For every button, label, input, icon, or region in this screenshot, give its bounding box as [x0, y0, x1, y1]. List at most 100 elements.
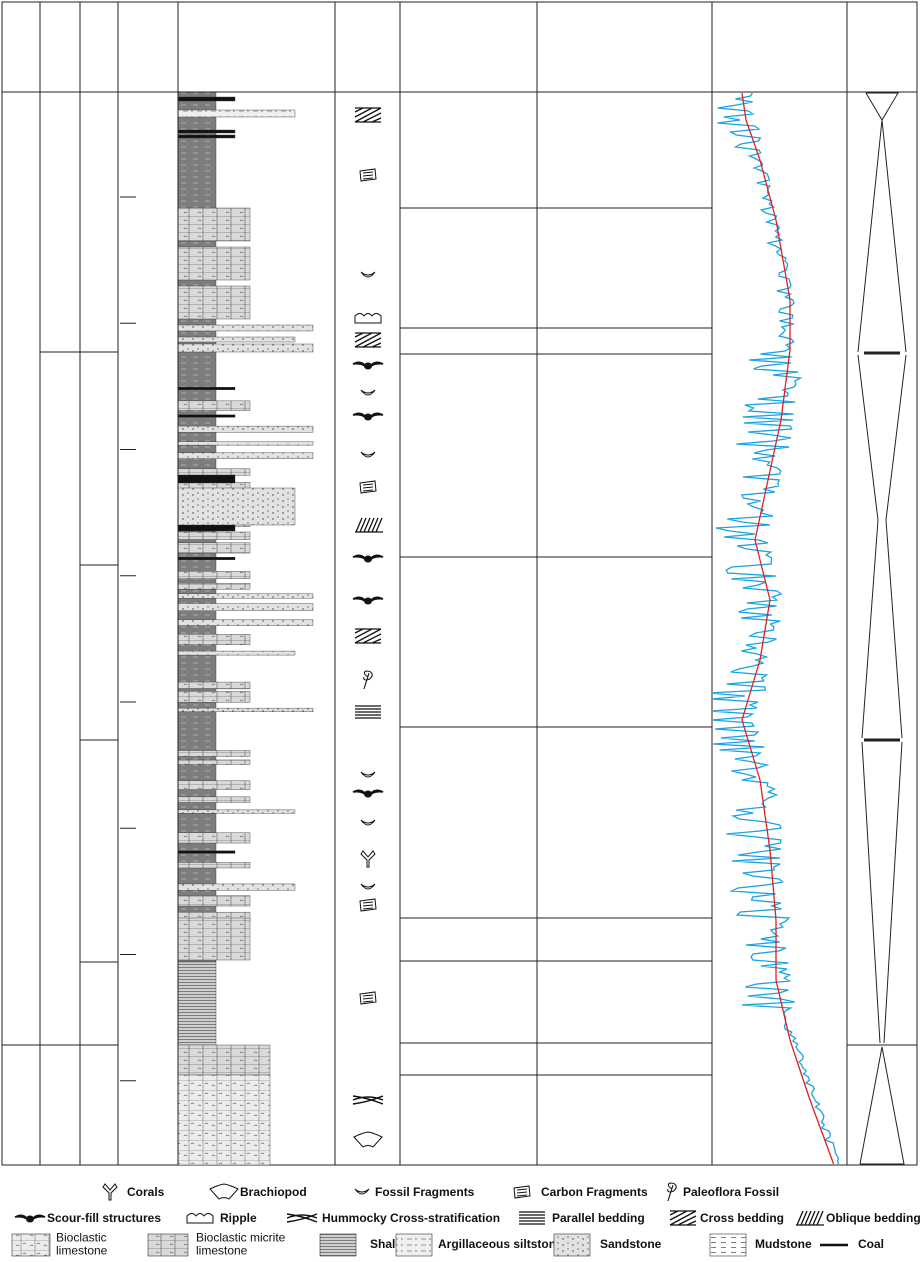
fossil-fragment-icon	[354, 1188, 370, 1195]
legend: Corals Brachiopod Fossil Fragments Carbon F…	[11, 1182, 920, 1258]
oblique-bedding-icon	[355, 517, 383, 533]
limestone-bed	[177, 400, 251, 411]
brachiopod-icon	[353, 1131, 383, 1148]
facies-markers	[352, 107, 384, 1148]
carbon-fragment-icon	[359, 168, 377, 182]
legend-swatch	[319, 1233, 357, 1257]
sedimentary-cycle	[847, 92, 917, 1165]
limestone-bed	[177, 681, 251, 690]
cycle-triangle	[857, 119, 907, 353]
legend-label: Bioclastic micrite	[196, 1231, 286, 1245]
ripple-icon	[354, 313, 382, 324]
sea-level-curve	[713, 93, 840, 1165]
fossil-fragment-icon	[360, 819, 376, 826]
table-lines	[2, 2, 917, 1166]
coal-bed	[177, 474, 236, 484]
carbon-fragment-icon	[359, 991, 377, 1005]
cycle-triangle	[885, 354, 907, 739]
legend-label: Carbon Fragments	[541, 1185, 648, 1199]
limestone-bed	[177, 759, 251, 765]
limestone-bed	[177, 571, 251, 580]
legend-label: Oblique bedding	[826, 1211, 920, 1225]
sandstone-bed	[177, 707, 314, 712]
scour-fill-icon	[364, 413, 372, 421]
limestone-bed	[177, 1044, 271, 1076]
legend-label: Brachiopod	[240, 1185, 307, 1199]
lithology-column	[177, 91, 314, 1166]
limestone-bed	[177, 531, 251, 540]
limestone-bed	[177, 482, 251, 489]
parallel-bedding-icon	[519, 1211, 545, 1225]
coal-bed	[177, 129, 236, 134]
legend-label: limestone	[196, 1244, 248, 1258]
fossil-fragment-icon	[360, 883, 376, 890]
ripple-icon	[186, 1213, 214, 1224]
cross-bedding-icon	[669, 1210, 697, 1226]
legend-label: Paleoflora Fossil	[683, 1185, 779, 1199]
cross-bedding-icon	[354, 107, 382, 123]
sandstone-bed	[177, 487, 296, 526]
coral-icon	[360, 850, 376, 868]
cycle-triangle	[861, 741, 881, 1044]
coal-bed	[177, 96, 236, 102]
cross-bedding-icon	[354, 628, 382, 644]
cycle-triangle	[883, 741, 903, 1044]
blue-curve	[713, 93, 840, 1165]
limestone-bed	[177, 468, 251, 476]
brachiopod-icon	[209, 1183, 239, 1200]
sandstone-bed	[177, 343, 314, 353]
sandstone-bed	[177, 324, 314, 332]
scour-fill-icon	[26, 1215, 34, 1223]
legend-label: limestone	[56, 1244, 108, 1258]
carbon-fragment-icon	[513, 1185, 531, 1199]
sandstone-bed	[177, 619, 314, 626]
legend-swatch	[709, 1233, 747, 1257]
legend-label: Ripple	[220, 1211, 257, 1225]
legend-swatch	[11, 1233, 51, 1257]
limestone-bed	[177, 246, 251, 281]
cycle-triangle	[859, 1046, 905, 1165]
legend-swatch	[553, 1233, 591, 1257]
limestone-bed	[177, 285, 251, 320]
limestone-bed	[177, 207, 251, 242]
sandstone-bed	[177, 593, 314, 599]
parallel-bedding-icon	[355, 705, 381, 719]
sandstone-bed	[177, 452, 314, 459]
scour-fill-icon	[364, 362, 372, 370]
sandstone-bed	[177, 809, 296, 814]
scour-fill-icon	[364, 597, 372, 605]
fossil-fragment-icon	[360, 771, 376, 778]
siltstone-bed	[177, 109, 296, 118]
legend-label: Bioclastic	[56, 1231, 107, 1245]
limestone-bed	[177, 796, 251, 803]
legend-label: Mudstone	[755, 1237, 812, 1251]
legend-label: Shale	[370, 1237, 402, 1251]
limestone-bed	[177, 542, 251, 554]
scour-fill-icon	[364, 555, 372, 563]
cycle-triangle	[857, 354, 879, 739]
coal-bed	[177, 850, 236, 854]
legend-swatch	[395, 1233, 433, 1257]
coral-icon	[102, 1183, 118, 1201]
coal-bed	[177, 414, 236, 418]
carbon-fragment-icon	[359, 480, 377, 494]
legend-label: Sandstone	[600, 1237, 662, 1251]
sandstone-bed	[177, 425, 314, 433]
coal-bed	[177, 387, 236, 390]
sandstone-bed	[177, 336, 296, 343]
legend-label: Cross bedding	[700, 1211, 784, 1225]
carbon-fragment-icon	[359, 898, 377, 912]
limestone-bed	[177, 895, 251, 907]
hummocky-icon	[352, 1095, 384, 1105]
table-frame	[1, 1, 918, 1166]
fossil-fragment-icon	[360, 451, 376, 458]
limestone-bed	[177, 691, 251, 703]
scour-fill-icon	[364, 790, 372, 798]
paleoflora-icon	[363, 670, 373, 690]
legend-label: Coal	[858, 1237, 884, 1251]
red-curve	[741, 93, 835, 1165]
limestone-bed	[177, 1074, 271, 1166]
fossil-fragment-icon	[360, 389, 376, 396]
